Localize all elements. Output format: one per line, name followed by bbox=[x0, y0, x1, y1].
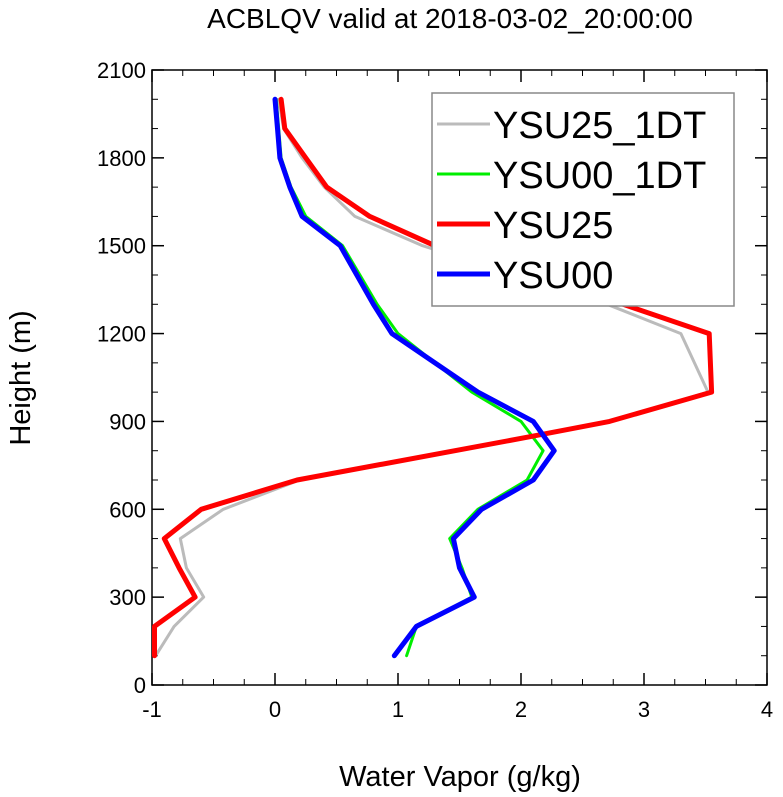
y-tick-label: 1800 bbox=[97, 146, 146, 171]
legend-label: YSU25_1DT bbox=[493, 105, 706, 147]
x-tick-label: 3 bbox=[638, 697, 650, 722]
legend-box bbox=[431, 92, 735, 307]
legend-label: YSU00_1DT bbox=[493, 155, 706, 197]
x-tick-label: 2 bbox=[515, 697, 527, 722]
x-tick-label: 1 bbox=[392, 697, 404, 722]
chart-title: ACBLQV valid at 2018-03-02_20:00:00 bbox=[207, 3, 693, 34]
legend-label: YSU00 bbox=[493, 255, 613, 297]
y-tick-label: 900 bbox=[109, 409, 146, 434]
y-tick-label: 2100 bbox=[97, 58, 146, 83]
y-axis-label: Height (m) bbox=[5, 310, 37, 445]
series-lines bbox=[152, 96, 715, 659]
legend-items: YSU25_1DT YSU00_1DT YSU25 YSU00 bbox=[437, 105, 706, 297]
legend: YSU25_1DT YSU00_1DT YSU25 YSU00 bbox=[431, 92, 735, 307]
legend-label: YSU25 bbox=[493, 205, 613, 247]
x-tick-label: 0 bbox=[269, 697, 281, 722]
y-tick-label: 300 bbox=[109, 585, 146, 610]
y-tick-label: 1200 bbox=[97, 322, 146, 347]
x-axis-label: Water Vapor (g/kg) bbox=[339, 761, 581, 793]
series-line-ysu25 bbox=[152, 96, 715, 659]
series-line-ysu00 bbox=[272, 96, 557, 659]
x-tick-label: -1 bbox=[142, 697, 162, 722]
y-tick-label: 0 bbox=[134, 673, 146, 698]
y-tick-label: 600 bbox=[109, 497, 146, 522]
y-tick-label: 1500 bbox=[97, 234, 146, 259]
y-tick-labels: 0 300 600 900 1200 1500 1800 2100 bbox=[97, 58, 146, 698]
x-tick-labels: -1 0 1 2 3 4 bbox=[142, 697, 773, 722]
x-tick-label: 4 bbox=[761, 697, 773, 722]
